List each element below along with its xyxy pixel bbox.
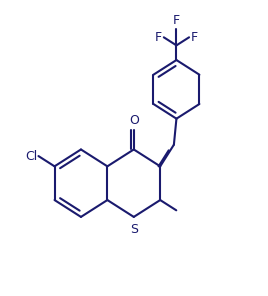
Text: F: F xyxy=(173,14,180,27)
Text: F: F xyxy=(191,31,198,44)
Text: F: F xyxy=(155,31,162,44)
Text: S: S xyxy=(130,223,138,237)
Text: O: O xyxy=(129,114,139,127)
Text: Cl: Cl xyxy=(25,149,37,163)
